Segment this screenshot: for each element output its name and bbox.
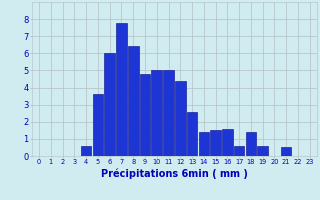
Bar bbox=[210, 130, 221, 156]
Bar bbox=[151, 70, 162, 156]
Bar bbox=[163, 70, 174, 156]
Bar bbox=[198, 132, 209, 156]
Bar bbox=[281, 147, 292, 156]
Bar bbox=[116, 23, 127, 156]
Bar bbox=[187, 112, 197, 156]
Bar bbox=[222, 129, 233, 156]
Bar bbox=[92, 94, 103, 156]
Bar bbox=[140, 74, 150, 156]
Bar bbox=[246, 132, 256, 156]
Bar bbox=[175, 81, 186, 156]
Bar bbox=[104, 53, 115, 156]
X-axis label: Précipitations 6min ( mm ): Précipitations 6min ( mm ) bbox=[101, 168, 248, 179]
Bar bbox=[81, 146, 92, 156]
Bar bbox=[234, 146, 244, 156]
Bar bbox=[128, 46, 139, 156]
Bar bbox=[257, 146, 268, 156]
